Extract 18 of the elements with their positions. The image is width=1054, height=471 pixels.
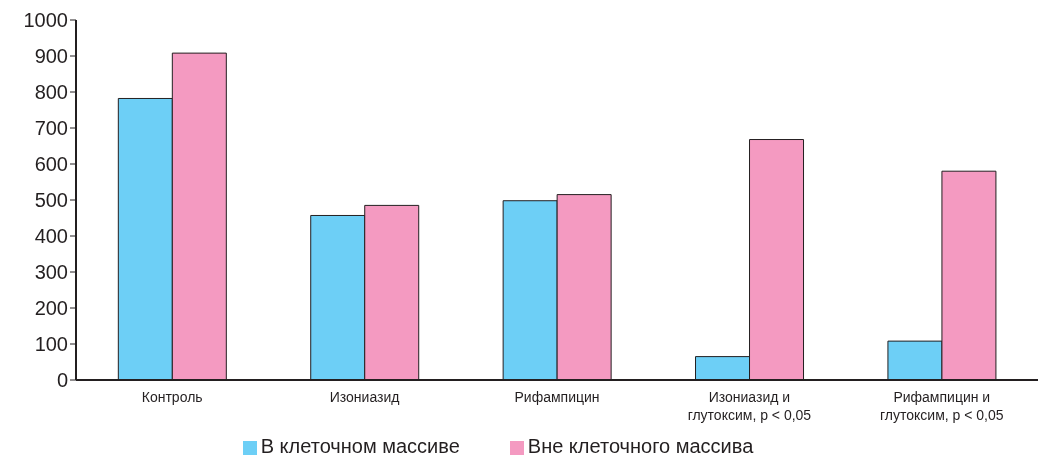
y-tick-label: 0 <box>56 369 68 392</box>
y-tick-label: 700 <box>34 117 68 140</box>
y-tick-label: 500 <box>34 189 68 212</box>
y-tick-label: 300 <box>34 261 68 284</box>
y-tick-label: 400 <box>34 225 68 248</box>
y-tick-label: 100 <box>34 333 68 356</box>
y-tick-label: 900 <box>34 45 68 68</box>
y-tick-label: 1000 <box>23 9 68 32</box>
y-tick-label: 200 <box>34 297 68 320</box>
x-tick-label: Контроль <box>141 389 203 405</box>
y-tick-label: 800 <box>34 81 68 104</box>
y-tick-label: 600 <box>34 153 68 176</box>
legend-label: Вне клеточного массива <box>527 435 754 457</box>
x-tick-label: Изониазид и глутоксим, p < 0,05 <box>687 389 812 423</box>
x-tick-label: Изониазид <box>329 389 400 405</box>
x-tick-label: Рифампицин <box>514 389 600 405</box>
x-tick-label: Рифампицин и глутоксим, p < 0,05 <box>880 389 1004 423</box>
legend-label: В клеточном массиве <box>260 435 460 457</box>
